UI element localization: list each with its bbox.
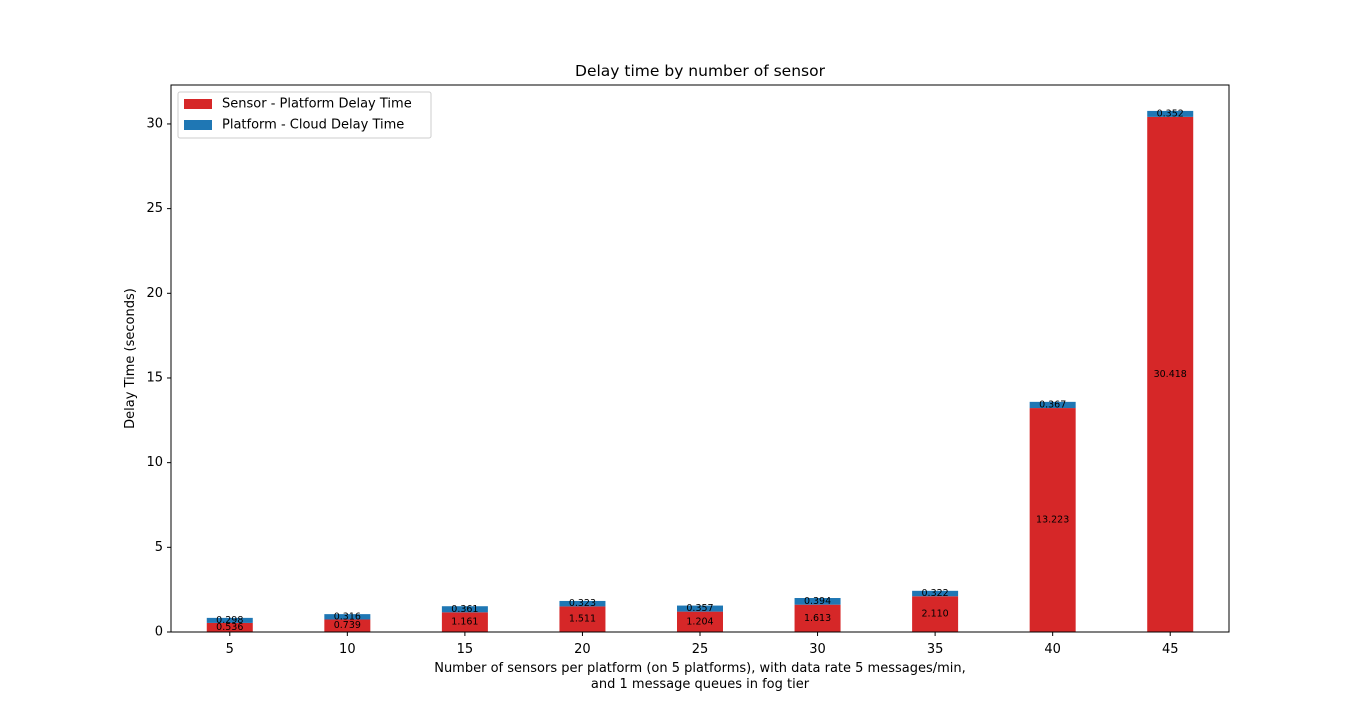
y-tick-label: 10 [146,455,163,470]
bar-label-platform-cloud-cat-15: 0.361 [451,604,478,615]
y-axis: 0 5 10 15 20 25 30 [146,116,171,640]
bar-platform-cloud-cat-30 [794,598,841,605]
bar-label-platform-cloud-cat-30: 0.394 [804,596,831,607]
bar-platform-cloud-cat-25 [677,605,723,612]
bar-label-sensor-platform-cat-20: 1.511 [569,614,596,625]
x-tick-label: 45 [1162,642,1179,657]
bar-label-sensor-platform-cat-5: 0.536 [216,622,243,633]
x-tick-label: 15 [457,642,474,657]
bar-sensor-platform-cat-15 [441,612,488,632]
bar-label-platform-cloud-cat-20: 0.323 [569,598,596,609]
y-tick-label: 20 [146,286,163,301]
x-tick-label: 5 [226,642,234,657]
bars-group [206,110,1194,632]
bar-label-platform-cloud-cat-45: 0.352 [1157,108,1184,119]
bar-label-sensor-platform-cat-40: 13.223 [1036,515,1069,526]
bar-label-platform-cloud-cat-10: 0.316 [334,611,361,622]
bar-platform-cloud-cat-15 [441,606,488,613]
bar-label-sensor-platform-cat-30: 1.613 [804,613,831,624]
bar-label-sensor-platform-cat-25: 1.204 [686,616,713,627]
legend-label-sensor-platform: Sensor - Platform Delay Time [222,97,412,112]
bar-sensor-platform-cat-30 [794,604,841,632]
bar-platform-cloud-cat-35 [912,590,959,597]
bar-label-platform-cloud-cat-40: 0.367 [1039,399,1066,410]
legend-label-platform-cloud: Platform - Cloud Delay Time [222,118,404,133]
legend-swatch-platform-cloud [184,120,212,130]
x-tick-label: 20 [574,642,591,657]
bar-platform-cloud-cat-40 [1029,401,1076,409]
bar-label-sensor-platform-cat-15: 1.161 [451,617,478,628]
x-axis-label-line-2: and 1 message queues in fog tier [591,677,810,692]
y-tick-label: 25 [146,201,163,216]
y-axis-label: Delay Time (seconds) [123,288,138,429]
y-tick-label: 0 [155,625,163,640]
bar-label-sensor-platform-cat-10: 0.739 [334,620,361,631]
legend-box [177,91,432,139]
bar-sensor-platform-cat-25 [677,611,723,632]
bar-platform-cloud-cat-10 [324,614,371,620]
x-axis-label-line-1: Number of sensors per platform (on 5 pla… [434,661,966,676]
legend-swatch-sensor-platform [184,99,212,109]
x-tick-label: 30 [809,642,826,657]
bar-label-sensor-platform-cat-45: 30.418 [1154,369,1187,380]
bar-sensor-platform-cat-45 [1147,116,1194,632]
bar-platform-cloud-cat-20 [559,600,606,607]
y-tick-label: 5 [155,540,163,555]
bar-platform-cloud-cat-5 [206,617,253,623]
bar-sensor-platform-cat-40 [1029,408,1076,632]
bar-sensor-platform-cat-5 [206,622,253,632]
bar-label-platform-cloud-cat-25: 0.357 [686,603,713,614]
x-tick-label: 40 [1044,642,1061,657]
bar-label-platform-cloud-cat-5: 0.298 [216,615,243,626]
x-tick-label: 35 [927,642,944,657]
bar-sensor-platform-cat-20 [559,606,606,632]
bar-sensor-platform-cat-35 [912,596,959,632]
chart-title: Delay time by number of sensor [575,62,826,80]
y-tick-label: 30 [146,116,163,131]
x-tick-label: 25 [692,642,709,657]
y-tick-label: 15 [146,370,163,385]
bar-label-sensor-platform-cat-35: 2.110 [922,609,949,620]
bar-platform-cloud-cat-45 [1147,110,1194,117]
legend: Sensor - Platform Delay Time Platform - … [177,91,432,139]
x-tick-label: 10 [339,642,356,657]
bar-label-platform-cloud-cat-35: 0.322 [922,588,949,599]
bar-sensor-platform-cat-10 [324,619,371,632]
x-axis: 5 10 15 20 25 30 35 40 45 [226,632,1179,657]
